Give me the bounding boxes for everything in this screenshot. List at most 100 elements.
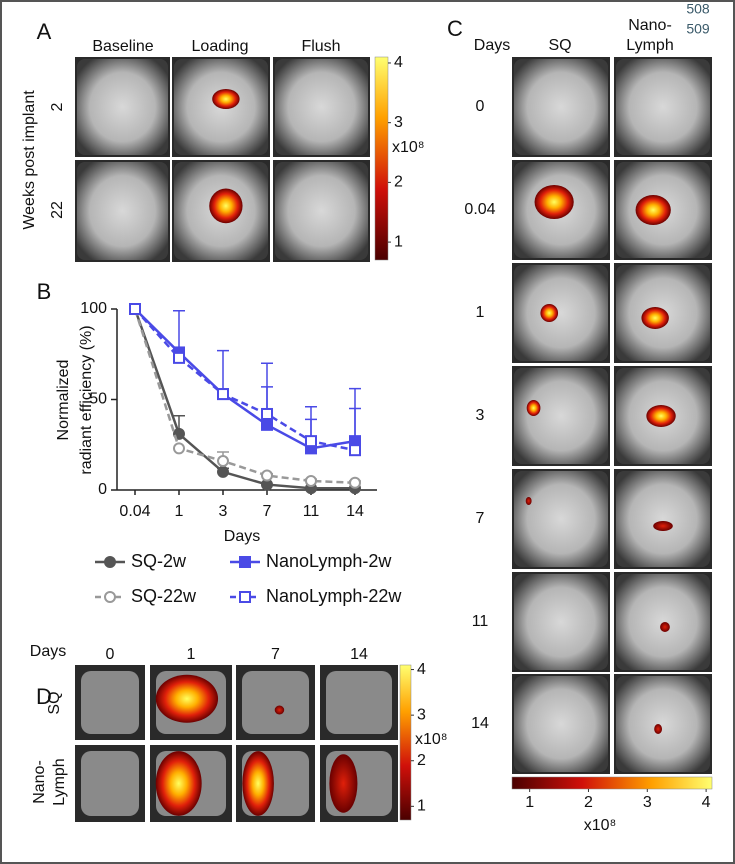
y-tick-label: 100 [80, 300, 107, 317]
x-tick-label: 7 [263, 503, 272, 520]
signal [660, 622, 670, 632]
x-tick-label: 3 [219, 503, 228, 520]
mouse-body [616, 471, 710, 567]
y-axis-label: radiant efficiency (%) [78, 325, 95, 474]
row-label: 0 [476, 98, 485, 115]
row-label: 1 [476, 304, 485, 321]
colorbar [374, 56, 389, 261]
colorbar [399, 664, 412, 821]
marker [349, 444, 361, 457]
row-label: 14 [471, 715, 489, 732]
row-label: 2 [49, 102, 66, 111]
series-line [133, 308, 355, 490]
x-tick-label: 11 [303, 503, 320, 520]
marker [217, 465, 229, 478]
signal [654, 724, 663, 734]
overlay-text: 509 [686, 21, 710, 37]
legend-label: NanoLymph-22w [266, 586, 402, 606]
colorbar-tick-label: 4 [702, 794, 711, 811]
column-header: 14 [350, 646, 368, 663]
row-label: SQ [46, 691, 63, 714]
series-line [133, 308, 356, 485]
tissue [242, 671, 309, 734]
marker [261, 418, 273, 431]
signal [155, 751, 202, 816]
colorbar-unit: x10⁸ [392, 139, 425, 156]
column-header: Days [30, 643, 66, 660]
signal [526, 400, 541, 416]
column-header: SQ [548, 37, 571, 54]
signal [525, 497, 532, 505]
colorbar-tick-label: 2 [584, 794, 593, 811]
row-label: 11 [472, 613, 489, 630]
panel-label: C [447, 16, 463, 41]
column-header: Baseline [92, 38, 153, 55]
x-tick-label: 0.04 [119, 503, 150, 520]
signal [641, 307, 669, 329]
legend-marker [239, 556, 251, 568]
mouse-body [616, 676, 710, 772]
row-header: Days [474, 37, 510, 54]
signal [212, 89, 240, 109]
row-label: Nano- [31, 760, 48, 804]
column-header: Lymph [626, 37, 673, 54]
colorbar-unit: x10⁸ [584, 817, 617, 834]
mouse-body [275, 59, 368, 155]
row-label: 7 [476, 510, 485, 527]
legend-label: NanoLymph-2w [266, 551, 392, 571]
marker [173, 442, 185, 455]
panel-label: B [37, 279, 52, 304]
column-header: Nano- [628, 17, 672, 34]
colorbar-tick-label: 1 [394, 233, 403, 250]
mouse-body [275, 162, 368, 260]
colorbar-tick-label: 4 [417, 661, 426, 678]
mouse-body [616, 574, 710, 670]
error-bar [349, 407, 361, 451]
series-line [134, 308, 356, 452]
signal [635, 195, 671, 225]
tissue [81, 751, 139, 816]
column-header: 7 [271, 646, 280, 663]
legend-marker [104, 556, 116, 568]
mouse-body [77, 59, 168, 155]
marker [173, 351, 185, 364]
colorbar-unit: x10⁸ [415, 731, 448, 748]
colorbar-tick-label: 3 [417, 706, 426, 723]
colorbar-tick-label: 3 [643, 794, 652, 811]
row-label: 22 [49, 201, 66, 219]
signal [329, 754, 358, 813]
colorbar-tick-label: 4 [394, 54, 403, 71]
tissue [326, 671, 392, 734]
row-label: 0.04 [464, 201, 495, 218]
panel-label: A [37, 19, 52, 44]
signal [274, 705, 285, 715]
marker [129, 303, 141, 315]
y-tick-label: 0 [98, 481, 107, 498]
marker [217, 388, 229, 401]
legend-label: SQ-2w [131, 551, 187, 571]
signal [209, 188, 243, 224]
legend-marker [104, 591, 116, 603]
tissue [81, 671, 139, 734]
legend-marker [239, 591, 251, 603]
signal [155, 674, 219, 723]
marker [261, 469, 273, 482]
x-axis-label: Days [224, 528, 260, 545]
x-tick-label: 14 [346, 503, 364, 520]
mouse-body [514, 676, 608, 772]
signal [242, 751, 274, 816]
error-bar [217, 349, 229, 395]
mouse-body [514, 471, 608, 567]
panel-label: D [36, 684, 52, 709]
column-header: 0 [106, 646, 115, 663]
colorbar-tick-label: 2 [417, 752, 426, 769]
mouse-body [77, 162, 168, 260]
mouse-body [616, 59, 710, 155]
signal [653, 521, 673, 531]
column-header: Loading [192, 38, 249, 55]
mouse-body [514, 574, 608, 670]
mouse-body [514, 59, 608, 155]
